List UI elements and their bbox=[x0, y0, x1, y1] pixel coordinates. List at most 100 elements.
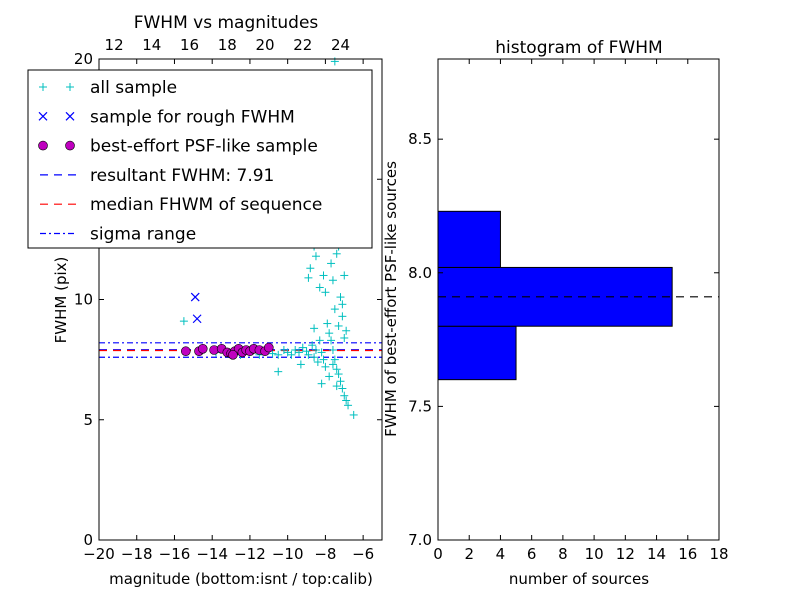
plus-marker bbox=[317, 348, 326, 357]
legend-label: resultant FWHM: 7.91 bbox=[90, 166, 274, 186]
x-tick-label: −14 bbox=[196, 545, 228, 563]
circle-marker bbox=[38, 140, 48, 151]
histogram-bar bbox=[437, 325, 517, 381]
circle-marker bbox=[197, 344, 208, 354]
legend-label: median FHWM of sequence bbox=[90, 195, 322, 215]
x-tick-label: 16 bbox=[678, 545, 697, 563]
x-marker bbox=[38, 111, 48, 121]
x-tick-label: −16 bbox=[159, 545, 191, 563]
scatter-top-axis: 12 14 16 18 20 22 24 bbox=[105, 36, 350, 54]
top-tick-label: 14 bbox=[142, 36, 161, 54]
plus-marker bbox=[328, 360, 337, 369]
x-tick-label: −20 bbox=[83, 545, 115, 563]
x-tick-label: 4 bbox=[496, 545, 506, 563]
plus-marker bbox=[340, 333, 349, 342]
plus-marker bbox=[328, 276, 337, 285]
circle-marker bbox=[180, 346, 191, 357]
x-tick-label: 2 bbox=[464, 545, 474, 563]
legend-label: all sample bbox=[90, 78, 177, 98]
x-tick-label: 0 bbox=[433, 545, 443, 563]
plus-marker bbox=[340, 271, 349, 280]
plus-marker bbox=[332, 365, 341, 374]
circle-marker bbox=[263, 342, 274, 353]
plus-marker bbox=[319, 271, 328, 280]
legend: all sample sample for rough FWHM best-effo… bbox=[27, 69, 373, 249]
plus-marker bbox=[287, 350, 296, 359]
plus-marker bbox=[340, 391, 349, 400]
plus-marker bbox=[66, 83, 74, 91]
plus-marker bbox=[327, 259, 336, 268]
x-tick-label: 18 bbox=[709, 545, 728, 563]
x-b bbox=[190, 292, 200, 302]
x-marker bbox=[65, 111, 75, 121]
scatter-panel: −20−18−16−14−12−10−8−6 05101520 12141618… bbox=[27, 13, 383, 588]
y-tick-label: 8.5 bbox=[408, 130, 432, 148]
plus-marker bbox=[274, 367, 283, 376]
plus-marker bbox=[349, 410, 358, 419]
plus-marker bbox=[338, 300, 347, 309]
x-tick-label: 14 bbox=[647, 545, 666, 563]
plus-marker bbox=[311, 346, 320, 355]
legend-label: sample for rough FWHM bbox=[90, 107, 295, 127]
circle-marker bbox=[65, 140, 75, 151]
plus-marker bbox=[344, 401, 353, 410]
x-tick-label: −10 bbox=[272, 545, 304, 563]
x-b bbox=[192, 314, 202, 324]
histogram-title: histogram of FWHM bbox=[495, 38, 662, 58]
top-tick-label: 12 bbox=[105, 36, 124, 54]
y-tick-label: 8.0 bbox=[408, 264, 432, 282]
x-tick-label: −8 bbox=[314, 545, 336, 563]
histogram-y-axis: 7.0 7.5 8.0 8.5 bbox=[408, 130, 719, 549]
legend-label: best-effort PSF-like sample bbox=[90, 137, 318, 157]
scatter-y-label: FWHM (pix) bbox=[52, 257, 70, 344]
plus-marker bbox=[268, 349, 277, 358]
plus-marker bbox=[298, 343, 307, 352]
plus-marker bbox=[325, 329, 334, 338]
scatter-x-label: magnitude (bottom:isnt / top:calib) bbox=[109, 570, 373, 588]
plus-marker bbox=[336, 293, 345, 302]
histogram-bar bbox=[437, 210, 501, 268]
legend-box bbox=[27, 69, 373, 249]
plus-marker bbox=[315, 283, 324, 292]
plus-marker bbox=[319, 355, 328, 364]
y-tick-label: 5 bbox=[83, 411, 93, 429]
plus-marker bbox=[334, 321, 343, 330]
plus-marker bbox=[302, 347, 311, 356]
x-tick-label: −18 bbox=[121, 545, 153, 563]
plus-marker bbox=[304, 350, 313, 359]
x-tick-label: 6 bbox=[527, 545, 537, 563]
top-tick-label: 16 bbox=[180, 36, 199, 54]
x-b bbox=[65, 111, 75, 121]
y-tick-label: 20 bbox=[74, 50, 93, 68]
plus-marker bbox=[336, 377, 345, 386]
histogram-y-label: FWHM of best-effort PSF-like sources bbox=[382, 161, 400, 437]
y-tick-label: 7.0 bbox=[408, 531, 432, 549]
plus-marker bbox=[311, 252, 320, 261]
plus-marker bbox=[274, 350, 283, 359]
plus-marker bbox=[330, 305, 339, 314]
plus-marker bbox=[342, 396, 351, 405]
plus-marker bbox=[334, 370, 343, 379]
plus-marker bbox=[338, 312, 347, 321]
circle-marker bbox=[228, 350, 238, 360]
plus-marker bbox=[327, 336, 336, 345]
y-tick-label: 0 bbox=[83, 531, 93, 549]
plus-marker bbox=[342, 326, 351, 335]
plus-marker bbox=[330, 355, 339, 364]
y-tick-label: 10 bbox=[74, 291, 93, 309]
top-tick-label: 22 bbox=[293, 36, 312, 54]
scatter-title: FWHM vs magnitudes bbox=[134, 13, 319, 33]
plus-marker bbox=[306, 264, 315, 273]
x-tick-label: −6 bbox=[352, 545, 374, 563]
plus-marker bbox=[308, 341, 317, 350]
plus-marker bbox=[296, 360, 305, 369]
plus-marker bbox=[39, 83, 47, 91]
plus-marker bbox=[321, 362, 330, 371]
y-tick-label: 7.5 bbox=[408, 397, 432, 415]
plus-marker bbox=[332, 382, 341, 391]
plus-marker bbox=[328, 346, 337, 355]
x-tick-label: −12 bbox=[234, 545, 266, 563]
histogram-axes-frame bbox=[437, 58, 720, 541]
histogram-x-label: number of sources bbox=[509, 570, 649, 588]
